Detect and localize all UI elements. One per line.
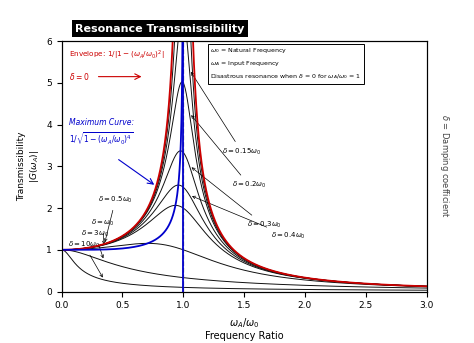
Text: $\delta = 3\omega_0$: $\delta = 3\omega_0$ [81,229,109,258]
X-axis label: $\omega_A / \omega_0$
Frequency Ratio: $\omega_A / \omega_0$ Frequency Ratio [205,316,283,341]
Text: $\delta = 0$: $\delta = 0$ [69,71,89,82]
Text: $\delta = 0.2\omega_0$: $\delta = 0.2\omega_0$ [191,116,266,190]
Text: $\delta = \omega_0$: $\delta = \omega_0$ [91,217,114,244]
Text: $\delta = 0.15\omega_0$: $\delta = 0.15\omega_0$ [191,72,261,157]
Text: $\delta = 0.4\omega_0$: $\delta = 0.4\omega_0$ [192,196,306,241]
Y-axis label: $\delta$ = Damping coefficient: $\delta$ = Damping coefficient [438,115,451,218]
Text: $\delta = 10\omega_0$: $\delta = 10\omega_0$ [68,240,102,277]
Text: $\delta = 0.1\omega_0$: $\delta = 0.1\omega_0$ [0,342,1,343]
Text: $\omega_0$ = Natural Frequency
$\omega_A$ = Input Frequency
Disastrous resonance: $\omega_0$ = Natural Frequency $\omega_A… [210,46,361,81]
Text: $1/\sqrt{1-(\omega_A/\omega_0)^4}$: $1/\sqrt{1-(\omega_A/\omega_0)^4}$ [69,131,133,147]
Text: Maximum Curve:: Maximum Curve: [69,118,134,127]
Text: $\delta = 0.5\omega_0$: $\delta = 0.5\omega_0$ [98,194,133,241]
Y-axis label: Transmissibility
$|G(\omega_A)|$: Transmissibility $|G(\omega_A)|$ [17,132,41,201]
Text: Resonance Transmissibility: Resonance Transmissibility [75,24,245,34]
Text: Envelope: $1/|1-(\omega_A/\omega_0)^2|$: Envelope: $1/|1-(\omega_A/\omega_0)^2|$ [69,49,164,62]
Text: $\delta = 0.3\omega_0$: $\delta = 0.3\omega_0$ [192,168,281,230]
